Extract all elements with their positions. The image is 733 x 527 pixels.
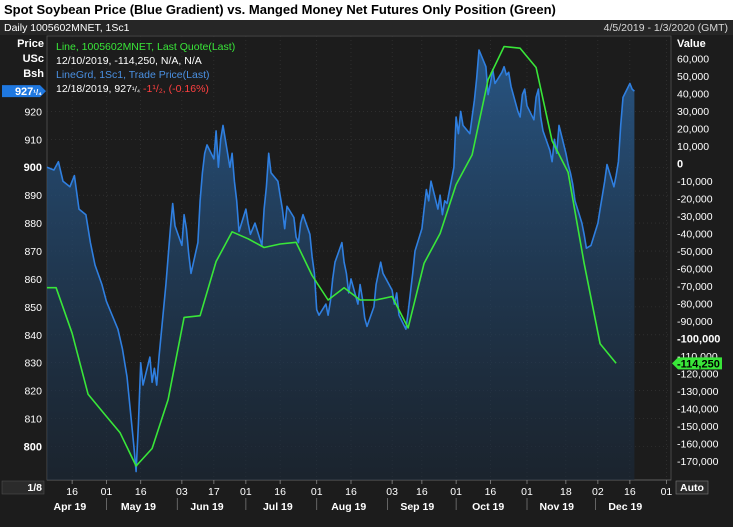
- x-month-label: Sep 19: [400, 501, 434, 513]
- series-line-position: [47, 45, 617, 467]
- right-tick-label: 0: [677, 159, 683, 171]
- right-tick-label: -80,000: [677, 298, 713, 310]
- legend-position-series: Line, 1005602MNET, Last Quote(Last): [56, 41, 235, 53]
- x-month-label: May 19: [121, 501, 156, 513]
- x-axis: 16 01 16 03 17 01 16 01 16 03 16 01 16 01 18 02 16 01 Apr …: [47, 479, 673, 513]
- right-tick-label: 10,000: [677, 141, 709, 153]
- right-tick-label: -60,000: [677, 263, 713, 275]
- right-tick-label: 30,000: [677, 106, 709, 118]
- right-tick-label: -160,000: [677, 438, 719, 450]
- last-price-badge-main: 927: [15, 86, 33, 98]
- x-month-label: Jul 19: [263, 501, 293, 513]
- x-tick-label: 01: [661, 486, 673, 498]
- x-tick-label: 16: [135, 486, 147, 498]
- x-tick-label: 03: [386, 486, 398, 498]
- x-tick-label: 16: [274, 486, 286, 498]
- left-tick-label: 880: [24, 218, 42, 230]
- right-tick-label: -70,000: [677, 281, 713, 293]
- right-tick-label: -130,000: [677, 386, 719, 398]
- right-tick-label: -20,000: [677, 194, 713, 206]
- right-tick-label: -50,000: [677, 246, 713, 258]
- x-tick-label: 18: [560, 486, 572, 498]
- corner-scale-label[interactable]: 1/8: [27, 482, 42, 494]
- x-tick-label: 16: [416, 486, 428, 498]
- x-month-label: Aug 19: [331, 501, 366, 513]
- left-tick-label: 810: [24, 414, 42, 426]
- last-price-badge-frac: ¹/₄: [33, 88, 42, 97]
- left-tick-label: 840: [24, 330, 42, 342]
- auto-scale-label: Auto: [680, 482, 704, 494]
- left-tick-label: 850: [24, 302, 42, 314]
- last-price-badge: 927¹/₄: [2, 85, 46, 98]
- x-tick-label: 16: [485, 486, 497, 498]
- right-tick-label: -10,000: [677, 176, 713, 188]
- legend-price-quote: 12/18/2019, 927¹/₄ -1¹/₂, (-0.16%): [56, 83, 209, 95]
- x-month-label: Dec 19: [608, 501, 642, 513]
- chart-header-right: 4/5/2019 - 1/3/2020 (GMT): [604, 22, 728, 34]
- price-area: [47, 50, 635, 480]
- x-month-label: Apr 19: [54, 501, 87, 513]
- chart[interactable]: Daily 1005602MNET, 1Sc1 4/5/2019 - 1/3/2…: [0, 20, 733, 527]
- last-value-badge: -114,250: [672, 357, 722, 370]
- left-tick-label: 890: [24, 190, 42, 202]
- chart-header-left: Daily 1005602MNET, 1Sc1: [4, 22, 130, 34]
- x-month-label: Nov 19: [539, 501, 574, 513]
- left-tick-label: 820: [24, 386, 42, 398]
- x-tick-label: 16: [345, 486, 357, 498]
- right-tick-label: -90,000: [677, 316, 713, 328]
- left-tick-label: 830: [24, 358, 42, 370]
- x-month-label: Jun 19: [190, 501, 223, 513]
- right-axis: 60,000 50,000 40,000 30,000 20,000 10,000 0 -10…: [677, 54, 720, 468]
- legend-position-quote: 12/10/2019, -114,250, N/A, N/A: [56, 55, 202, 67]
- right-tick-label: -30,000: [677, 211, 713, 223]
- legend-price-quote-date: 12/18/2019, 927: [56, 83, 132, 95]
- right-tick-label: -150,000: [677, 421, 719, 433]
- x-month-label: Oct 19: [472, 501, 504, 513]
- left-tick-label: 860: [24, 274, 42, 286]
- left-axis: 800 810 820 830 840 850 860 870 880 890 900 910 920: [24, 106, 43, 453]
- right-tick-label: 20,000: [677, 124, 709, 136]
- left-tick-label: 910: [24, 134, 42, 146]
- x-tick-label: 17: [208, 486, 220, 498]
- left-axis-label-price: Price: [17, 38, 44, 50]
- page-title: Spot Soybean Price (Blue Gradient) vs. M…: [4, 2, 556, 17]
- right-axis-label: Value: [677, 38, 706, 50]
- right-tick-label: -40,000: [677, 229, 713, 241]
- right-tick-label: 60,000: [677, 54, 709, 66]
- series-line-price: [46, 49, 635, 473]
- x-tick-label: 01: [101, 486, 113, 498]
- x-tick-label: 01: [311, 486, 323, 498]
- x-tick-label: 01: [521, 486, 533, 498]
- right-tick-label: -170,000: [677, 456, 719, 468]
- x-tick-label: 01: [450, 486, 462, 498]
- left-tick-label: 800: [24, 441, 42, 453]
- x-tick-label: 03: [176, 486, 188, 498]
- right-tick-label: 40,000: [677, 89, 709, 101]
- legend-price-quote-change: -1¹/₂, (-0.16%): [140, 83, 209, 95]
- right-tick-label: -140,000: [677, 403, 719, 415]
- left-tick-label: 920: [24, 106, 42, 118]
- left-tick-label: 900: [24, 162, 42, 174]
- legend: Line, 1005602MNET, Last Quote(Last) 12/1…: [56, 41, 235, 95]
- x-tick-label: 02: [592, 486, 604, 498]
- auto-scale-button[interactable]: [675, 480, 709, 495]
- x-tick-label: 16: [624, 486, 636, 498]
- right-tick-label: -120,000: [677, 368, 719, 380]
- legend-price-quote-frac: ¹/₄: [132, 85, 140, 94]
- left-axis-label-bsh: Bsh: [23, 68, 44, 80]
- left-tick-label: 870: [24, 246, 42, 258]
- right-tick-label: -100,000: [677, 333, 720, 345]
- last-value-badge-text: -114,250: [677, 358, 720, 370]
- right-tick-label: 50,000: [677, 71, 709, 83]
- legend-price-series: LineGrd, 1Sc1, Trade Price(Last): [56, 69, 210, 81]
- x-tick-label: 01: [240, 486, 252, 498]
- left-axis-label-usc: USc: [23, 53, 44, 65]
- x-tick-label: 16: [66, 486, 78, 498]
- svg-text:927¹/₄: 927¹/₄: [15, 86, 42, 98]
